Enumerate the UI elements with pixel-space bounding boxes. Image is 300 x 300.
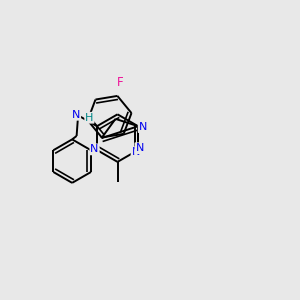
Text: F: F	[117, 76, 124, 89]
Text: N: N	[72, 110, 80, 120]
Text: N: N	[131, 147, 140, 158]
Text: N: N	[90, 144, 99, 154]
Text: N: N	[135, 143, 144, 153]
Text: N: N	[139, 122, 147, 132]
Text: H: H	[85, 113, 94, 123]
